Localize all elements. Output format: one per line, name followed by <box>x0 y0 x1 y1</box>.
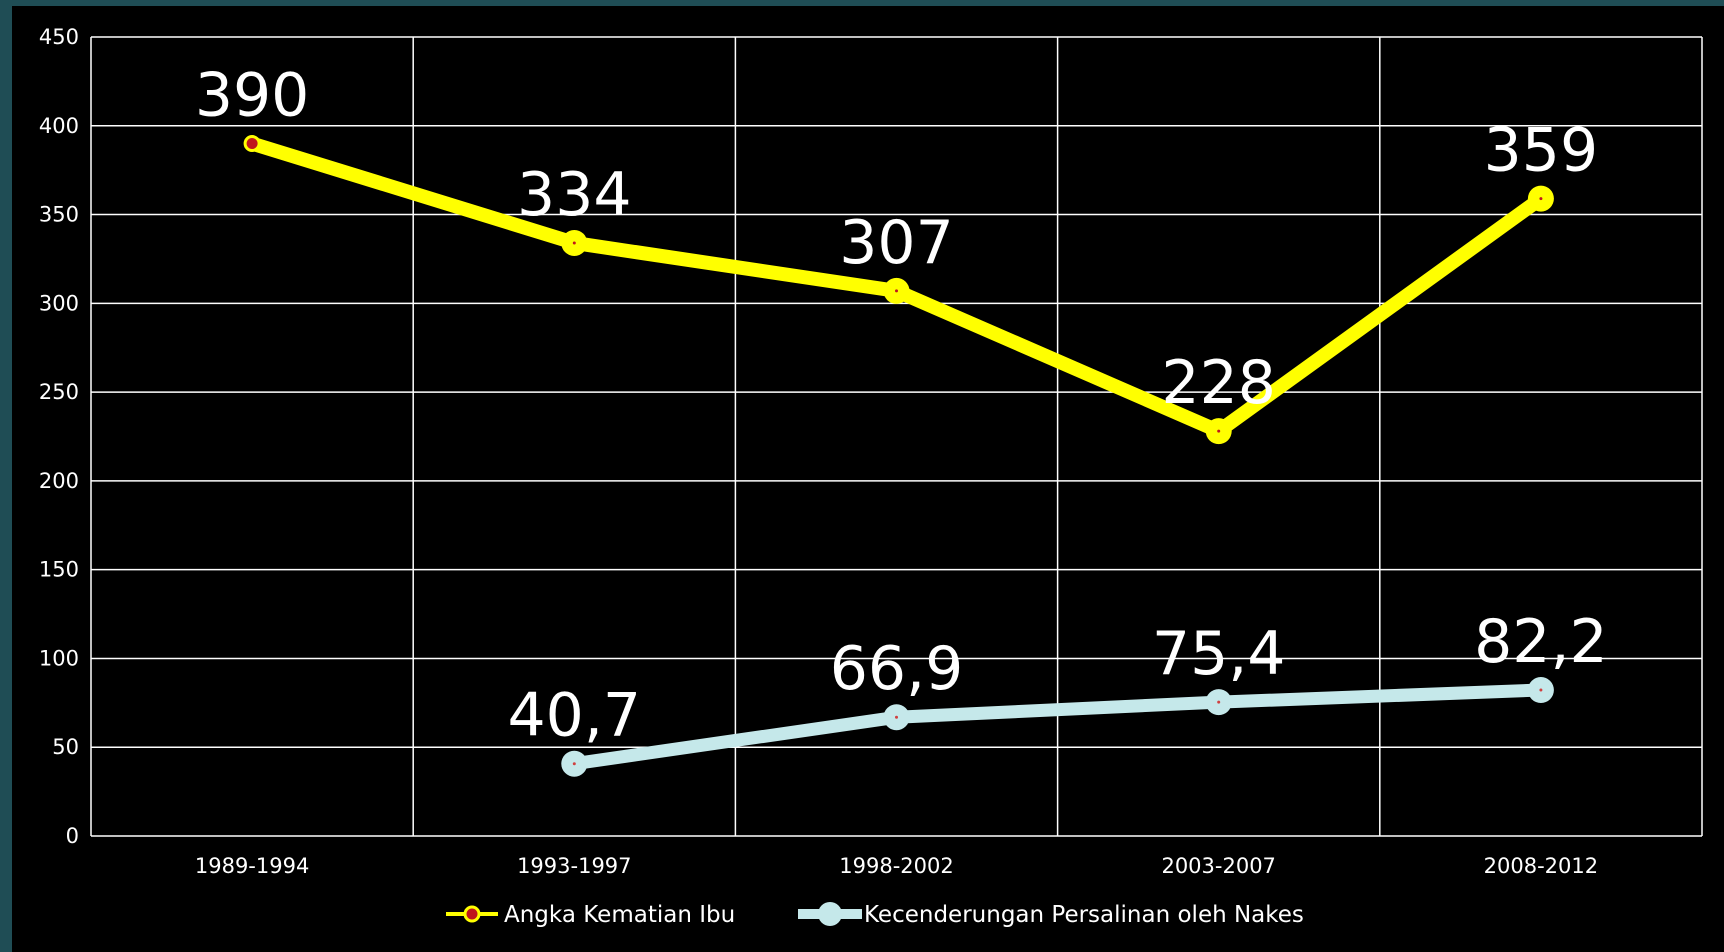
y-axis-ticks: 0 50 100 150 200 250 300 350 400 450 <box>39 25 79 848</box>
y-tick-label: 400 <box>39 114 79 138</box>
y-tick-label: 300 <box>39 291 79 315</box>
y-tick-label: 250 <box>39 380 79 404</box>
series-line-2 <box>567 683 1548 771</box>
y-tick-label: 50 <box>52 735 79 759</box>
data-point-center-1 <box>1217 429 1221 433</box>
grid <box>90 36 1703 837</box>
data-label: 82,2 <box>1474 607 1608 677</box>
series <box>243 135 1554 777</box>
data-point-center-1 <box>1539 197 1543 201</box>
y-tick-label: 350 <box>39 203 79 227</box>
x-tick-label: 1993-1997 <box>517 854 631 878</box>
x-axis-ticks: 1989-1994 1993-1997 1998-2002 2003-2007 2008… <box>195 854 1598 878</box>
line-chart: 0 50 100 150 200 250 300 350 400 450 1989-1994 199… <box>39 25 1703 928</box>
data-point-center-1 <box>572 241 576 245</box>
data-label: 390 <box>195 61 310 131</box>
legend-label-1: Angka Kematian Ibu <box>504 902 735 928</box>
x-tick-label: 2008-2012 <box>1484 854 1598 878</box>
data-point-center-2 <box>572 762 576 766</box>
chart-frame: 0 50 100 150 200 250 300 350 400 450 1989-1994 199… <box>12 6 1724 952</box>
y-tick-label: 150 <box>39 558 79 582</box>
data-label: 334 <box>517 160 632 230</box>
data-label: 307 <box>839 208 954 278</box>
y-tick-label: 100 <box>39 646 79 670</box>
legend-label-2: Kecenderungan Persalinan oleh Nakes <box>864 902 1304 928</box>
x-tick-label: 1989-1994 <box>195 854 309 878</box>
legend-swatch-marker-1 <box>463 905 481 923</box>
y-tick-label: 0 <box>66 824 79 848</box>
x-tick-label: 1998-2002 <box>839 854 953 878</box>
data-label: 359 <box>1484 116 1599 186</box>
legend-swatch-marker-2 <box>818 902 842 926</box>
data-point-center-2 <box>1217 700 1221 704</box>
y-tick-label: 200 <box>39 469 79 493</box>
legend: Angka Kematian Ibu Kecenderungan Persali… <box>446 902 1304 928</box>
data-label: 228 <box>1161 348 1276 418</box>
x-tick-label: 2003-2007 <box>1161 854 1275 878</box>
data-point-center-2 <box>895 715 898 719</box>
data-label: 40,7 <box>508 681 642 751</box>
data-point-center-2 <box>1539 688 1543 692</box>
legend-item-series-1: Angka Kematian Ibu <box>446 902 735 928</box>
y-tick-label: 450 <box>39 25 79 49</box>
data-label: 66,9 <box>830 634 964 704</box>
data-point-center-1 <box>895 289 898 293</box>
data-point-center-1 <box>248 139 257 148</box>
data-labels: 390 334 307 228 359 40,7 66,9 75,4 82,2 <box>195 61 1608 751</box>
legend-item-series-2: Kecenderungan Persalinan oleh Nakes <box>798 902 1304 928</box>
data-label: 75,4 <box>1152 619 1286 689</box>
